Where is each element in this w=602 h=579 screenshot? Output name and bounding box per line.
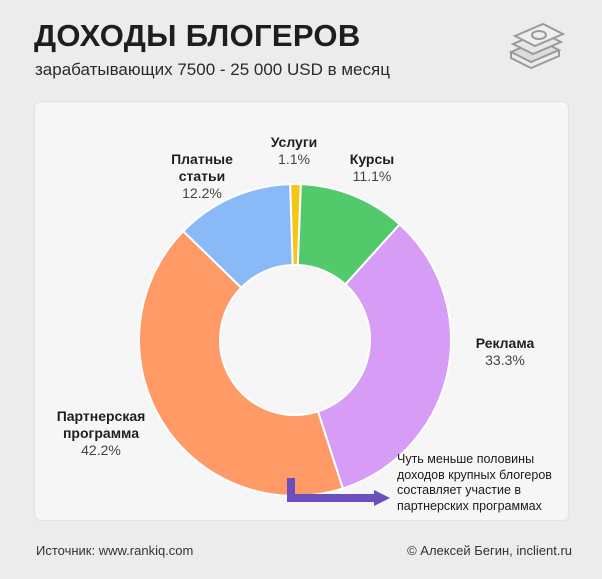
label-kursy: Курсы 11.1% [349, 151, 395, 184]
slice-3 [138, 229, 345, 497]
credit-text: © Алексей Бегин, inclient.ru [407, 543, 572, 558]
annotation-text: Чуть меньше половины доходов крупных бло… [397, 452, 552, 513]
page-title: ДОХОДЫ БЛОГЕРОВ [34, 18, 361, 53]
slice-4 [181, 183, 294, 290]
source-text: Источник: www.rankiq.com [36, 543, 194, 558]
money-stack-icon [508, 22, 565, 70]
label-reklama: Реклама 33.3% [475, 335, 535, 368]
page-subtitle: зарабатывающих 7500 - 25 000 USD в месяц [35, 60, 390, 79]
annotation-arrow [287, 478, 390, 506]
slice-2 [316, 222, 452, 490]
label-platnye: Платные статьи 12.2% [171, 151, 233, 201]
label-partner: Партнерская программа 42.2% [56, 408, 146, 458]
label-uslugi: Услуги 1.1% [270, 134, 318, 167]
